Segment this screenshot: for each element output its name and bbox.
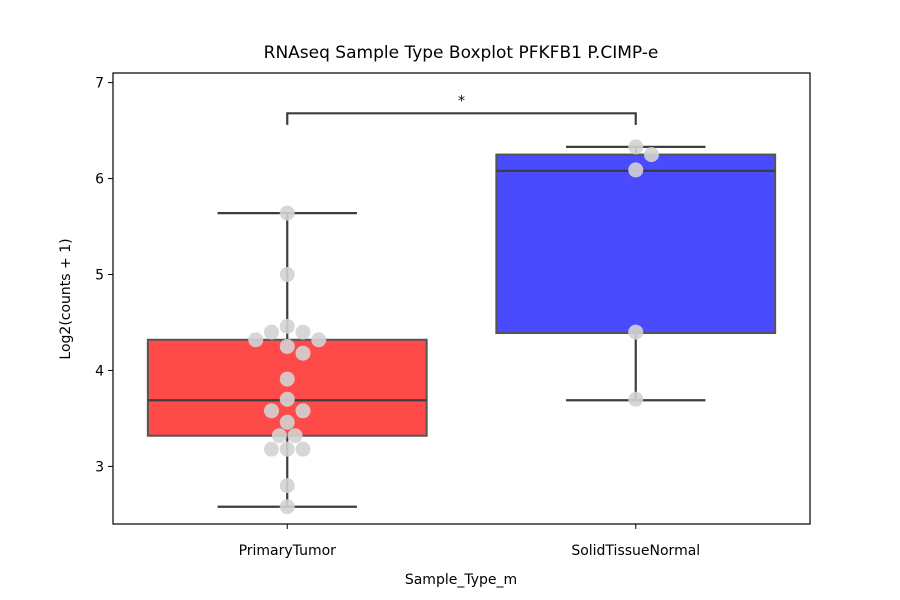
data-point [279,414,295,430]
data-point [628,162,644,178]
y-tick-label: 5 [95,268,104,284]
y-tick-label: 3 [95,459,104,475]
data-point [264,403,279,419]
data-point [287,428,303,444]
data-point [279,391,295,407]
data-point [295,403,311,419]
data-point [248,332,264,348]
y-axis-label: Log2(counts + 1) [58,238,74,359]
plot-area: 3 4 5 6 7 PrimaryTumor SolidTissueNormal * [95,72,811,559]
data-point [279,499,295,515]
data-point [279,338,295,354]
data-point [311,332,327,348]
y-tick-label: 7 [95,76,104,92]
significance-label: * [458,93,465,109]
plot-frame [112,72,811,525]
data-point [628,139,644,155]
x-tick-label: PrimaryTumor [239,543,337,559]
box-SolidTissueNormal [495,153,777,335]
data-point [628,324,644,340]
x-axis-label: Sample_Type_m [405,572,517,588]
y-tick-label: 4 [95,363,104,379]
data-point [644,147,659,163]
data-point [279,371,295,387]
data-point [279,318,295,334]
data-point [295,441,311,457]
data-point [279,441,295,457]
data-point [271,428,287,444]
data-point [295,324,311,340]
data-point [264,324,279,340]
chart-title: RNAseq Sample Type Boxplot PFKFB1 P.CIMP… [264,43,659,63]
data-point [279,205,295,221]
x-tick-label: SolidTissueNormal [571,543,700,559]
significance-bracket [286,112,637,125]
y-tick-label: 6 [95,172,104,188]
data-point [279,478,295,494]
data-point [264,441,279,457]
data-point [279,267,295,283]
data-point [295,345,311,361]
data-point [628,391,644,407]
